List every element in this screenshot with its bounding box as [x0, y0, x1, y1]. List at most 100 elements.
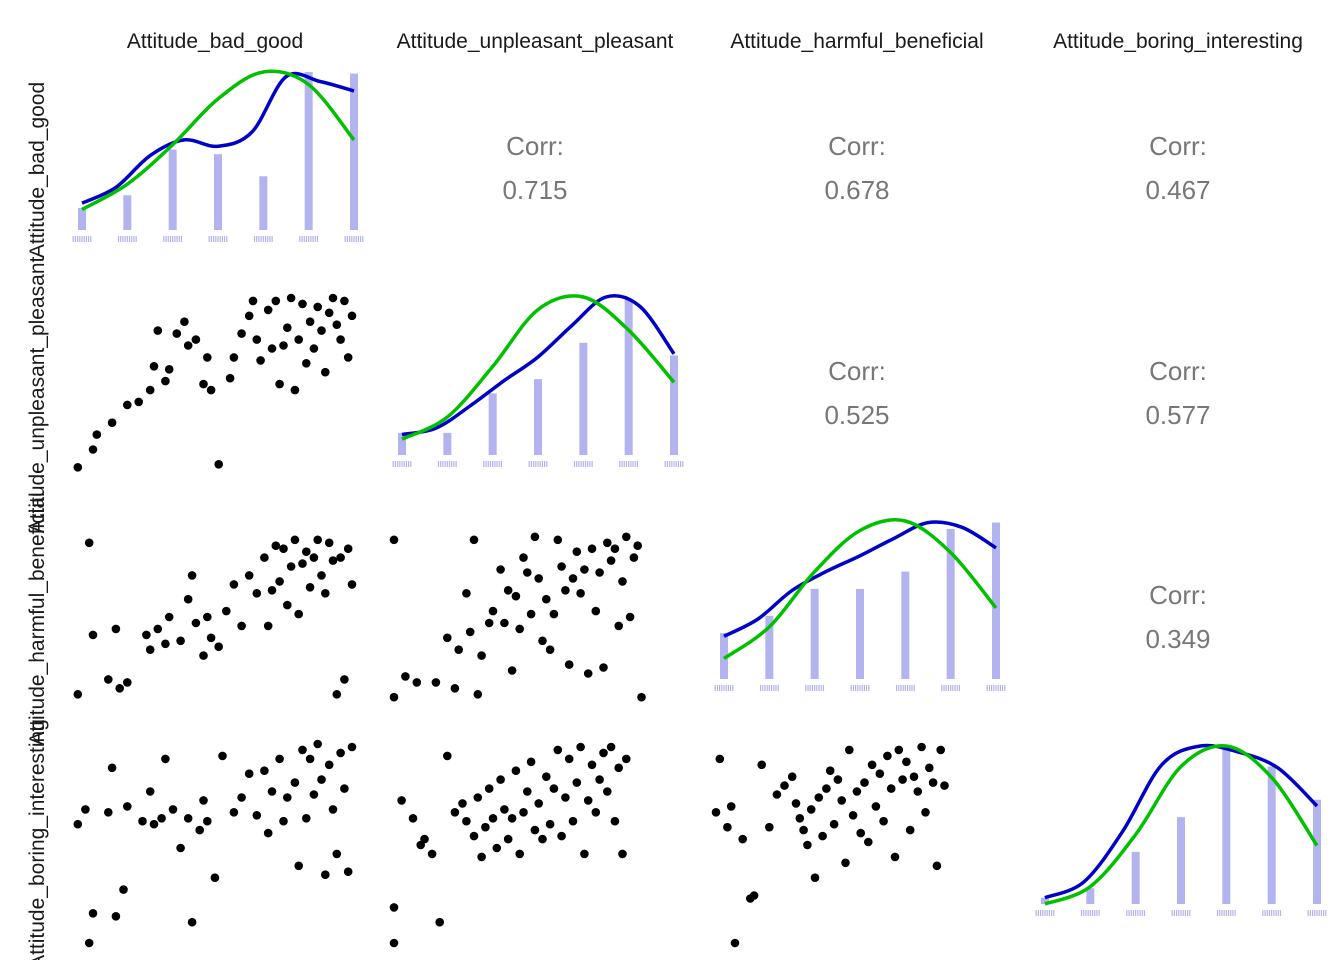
scatter-point [913, 787, 923, 796]
scatter-point [347, 580, 357, 589]
scatter-point [313, 535, 323, 545]
scatter-point [203, 612, 212, 622]
scatter-point [542, 772, 551, 781]
scatter-point [321, 367, 330, 377]
scatter-point [397, 796, 406, 805]
scatter-point [484, 784, 494, 793]
scatter-point [115, 684, 124, 693]
histogram-bar [488, 393, 497, 455]
scatter-point [898, 775, 907, 784]
scatter-point [561, 793, 570, 802]
scatter-point [443, 633, 452, 643]
scatter-point [73, 463, 83, 472]
scatter-point [168, 805, 178, 814]
scatter-point [142, 630, 151, 640]
scatter-point [199, 651, 208, 660]
scatter-point [583, 669, 593, 678]
scatter-point [818, 831, 827, 841]
scatter-point [244, 769, 254, 778]
scatter-point [199, 379, 208, 389]
scatter-point [427, 849, 437, 859]
scatter-point [107, 763, 117, 773]
scatter-point [183, 341, 193, 350]
scatter-point [283, 323, 292, 333]
scatter-point [503, 586, 513, 595]
scatter-point [324, 308, 334, 318]
scatter-point [523, 787, 532, 796]
scatter-point [73, 690, 83, 699]
scatter-point [88, 909, 98, 918]
scatter-point [237, 793, 246, 802]
scatter-point [886, 784, 896, 793]
scatter-point [606, 742, 616, 752]
scatter-point [572, 778, 582, 787]
scatter-point [542, 594, 551, 604]
scatter-point [210, 873, 220, 882]
scatter-point [583, 796, 593, 805]
scatter-point [883, 751, 892, 761]
scatter-point [340, 784, 349, 793]
scatter-point [313, 302, 323, 312]
scatter-point [263, 828, 273, 838]
scatter-point [104, 675, 113, 684]
scatter-point [618, 849, 627, 859]
scatter-point [606, 556, 616, 565]
scatter-point [107, 418, 117, 428]
scatter-point [191, 335, 201, 344]
scatter-point [347, 742, 357, 752]
scatter-point [810, 873, 820, 882]
histogram-bar [398, 432, 406, 455]
scatter-point [248, 296, 258, 306]
scatter-point [145, 385, 155, 395]
scatter-point [187, 571, 197, 580]
scatter-point [473, 690, 483, 699]
scatter-point [534, 574, 543, 583]
scatter-point [389, 535, 399, 545]
scatter-point [814, 793, 824, 802]
row-strip-label: Attitude_harmful_beneficial [26, 492, 49, 745]
density-curve [81, 71, 355, 205]
scatter-point [799, 825, 808, 835]
histogram-bar [1222, 747, 1231, 904]
column-strip-label: Attitude_unpleasant_pleasant [397, 30, 674, 53]
scatter-point [111, 912, 121, 921]
column-strip-label: Attitude_harmful_beneficial [730, 30, 983, 53]
scatter-point [523, 568, 532, 577]
scatter-point [298, 299, 307, 309]
scatter-point [511, 591, 521, 601]
scatter-point [587, 544, 597, 553]
scatter-point [580, 565, 589, 574]
scatter-point [263, 621, 273, 631]
scatter-point [145, 645, 155, 654]
scatter-point [614, 621, 623, 631]
scatter-point [88, 630, 98, 640]
scatter-point [183, 594, 193, 604]
normal-curve [1044, 744, 1319, 906]
scatter-point [500, 805, 509, 814]
scatter-point [473, 793, 483, 802]
column-strip-label: Attitude_boring_interesting [1053, 30, 1303, 53]
scatter-point [317, 326, 326, 335]
scatter-point [530, 532, 540, 542]
scatter-point [92, 430, 102, 439]
scatter-point [595, 775, 604, 784]
column-strip-label: Attitude_bad_good [127, 30, 303, 53]
scatter-point [317, 775, 326, 784]
scatter-point [909, 772, 919, 781]
scatter-point [603, 787, 612, 796]
histogram-bar [78, 207, 86, 230]
scatter-point [534, 799, 543, 808]
scatter-point [389, 692, 399, 702]
scatter-point [625, 612, 635, 622]
scatter-point [294, 335, 304, 344]
scatter-point [290, 778, 300, 787]
corr-value: 0.525 [824, 400, 889, 430]
scatter-point [629, 553, 639, 562]
scatter-point [902, 757, 911, 767]
scatter-point [603, 538, 612, 548]
scatter-point [149, 362, 159, 371]
scatter-point [302, 547, 311, 556]
scatter-point [104, 808, 113, 817]
scatter-point [161, 754, 170, 764]
scatter-point [164, 612, 174, 622]
